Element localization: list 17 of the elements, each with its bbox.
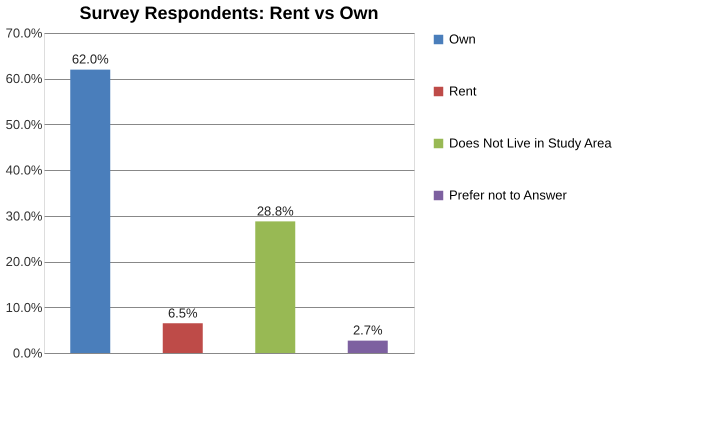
y-tick-label: 70.0% bbox=[6, 26, 43, 40]
legend-label: Own bbox=[449, 32, 476, 46]
legend-label: Prefer not to Answer bbox=[449, 188, 568, 202]
y-tick-label: 20.0% bbox=[6, 254, 43, 270]
legend-label: Does Not Live in Study Area bbox=[449, 136, 612, 150]
y-tick-label: 0.0% bbox=[12, 346, 43, 360]
data-label: 6.5% bbox=[168, 305, 198, 320]
y-tick-label: 50.0% bbox=[6, 116, 43, 132]
y-tick-label: 40.0% bbox=[6, 162, 43, 178]
data-label: 28.8% bbox=[256, 203, 294, 218]
data-label: 62.0% bbox=[72, 52, 110, 67]
y-tick-label: 10.0% bbox=[6, 300, 43, 315]
data-label: 2.7% bbox=[352, 322, 383, 338]
y-tick-label: 60.0% bbox=[6, 71, 43, 86]
chart-title: Survey Respondents: Rent vs Own bbox=[79, 3, 379, 23]
y-tick-label: 30.0% bbox=[6, 208, 43, 224]
legend-label: Rent bbox=[449, 84, 477, 98]
